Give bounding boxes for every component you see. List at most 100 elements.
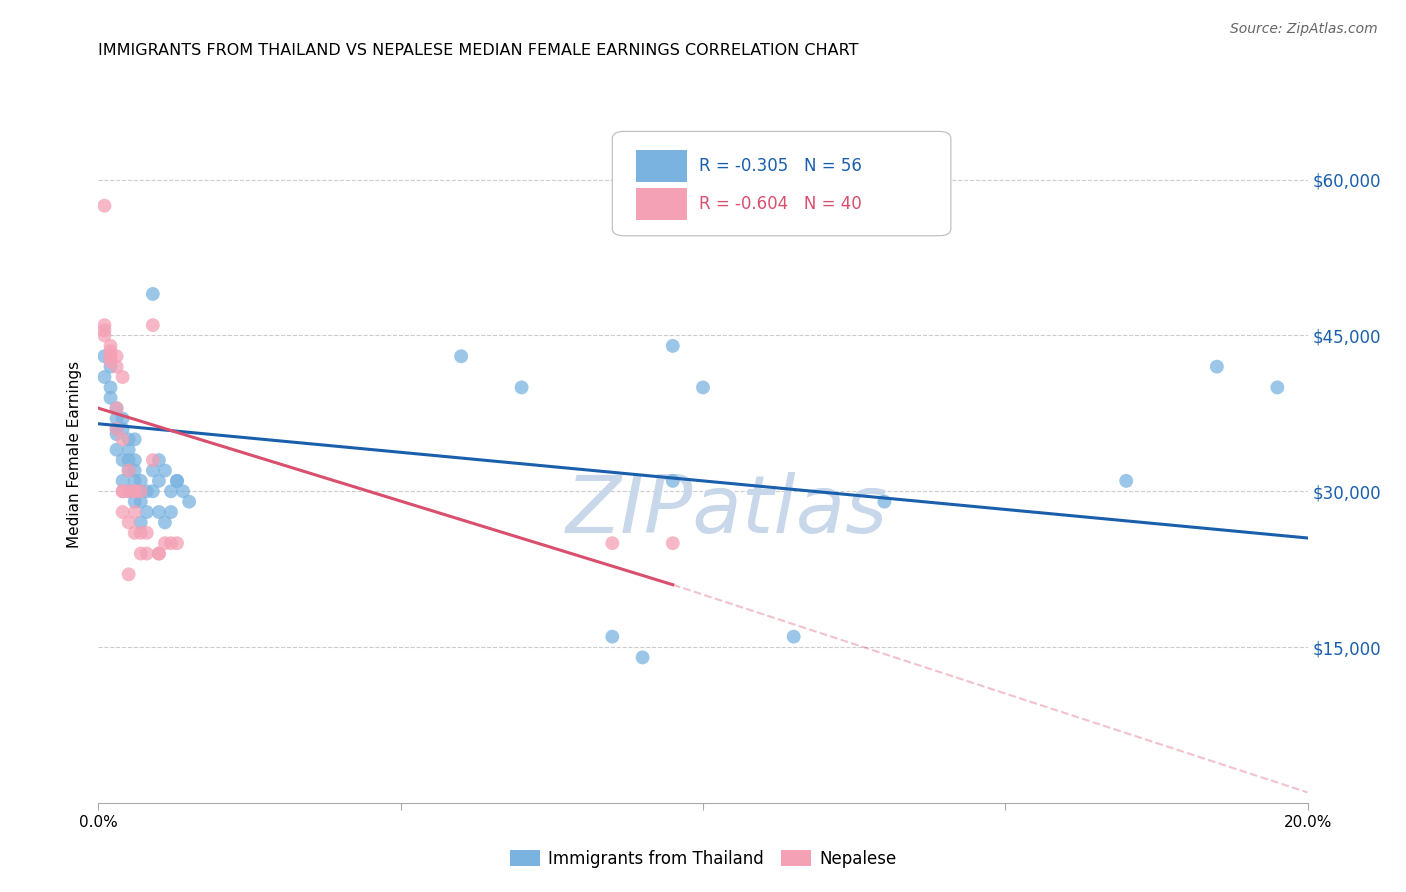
Point	[129, 484, 152, 499]
Point	[111, 505, 134, 519]
Text: ZIPatlas: ZIPatlas	[567, 472, 889, 549]
Point	[111, 484, 134, 499]
Point	[160, 484, 183, 499]
Point	[118, 433, 141, 447]
Point	[873, 494, 896, 508]
Point	[93, 318, 115, 332]
Point	[100, 380, 122, 394]
Point	[142, 463, 165, 477]
Point	[166, 536, 188, 550]
FancyBboxPatch shape	[637, 150, 688, 182]
Point	[105, 359, 128, 374]
Point	[100, 349, 122, 363]
Point	[111, 370, 134, 384]
Y-axis label: Median Female Earnings: Median Female Earnings	[67, 361, 83, 549]
Point	[129, 547, 152, 561]
Point	[100, 391, 122, 405]
Point	[100, 359, 122, 374]
Point	[111, 453, 134, 467]
Point	[510, 380, 533, 394]
Point	[153, 463, 176, 477]
Point	[105, 401, 128, 416]
Point	[662, 339, 685, 353]
Point	[124, 453, 146, 467]
Point	[692, 380, 714, 394]
Point	[118, 484, 141, 499]
Point	[142, 287, 165, 301]
Point	[148, 505, 170, 519]
FancyBboxPatch shape	[613, 131, 950, 235]
Point	[135, 484, 157, 499]
Point	[1206, 359, 1229, 374]
Point	[160, 505, 183, 519]
Point	[148, 547, 170, 561]
Point	[124, 494, 146, 508]
Point	[135, 525, 157, 540]
Point	[118, 516, 141, 530]
Point	[100, 354, 122, 368]
Point	[124, 484, 146, 499]
Text: R = -0.305   N = 56: R = -0.305 N = 56	[699, 157, 862, 175]
Point	[105, 411, 128, 425]
Legend: Immigrants from Thailand, Nepalese: Immigrants from Thailand, Nepalese	[503, 843, 903, 874]
Point	[450, 349, 472, 363]
Point	[602, 536, 624, 550]
Point	[129, 516, 152, 530]
Point	[100, 344, 122, 359]
Point	[129, 484, 152, 499]
Point	[148, 547, 170, 561]
Point	[153, 536, 176, 550]
Point	[118, 567, 141, 582]
Point	[179, 494, 201, 508]
Point	[100, 349, 122, 363]
Point	[124, 484, 146, 499]
Point	[93, 323, 115, 337]
Point	[129, 474, 152, 488]
Text: Source: ZipAtlas.com: Source: ZipAtlas.com	[1230, 22, 1378, 37]
Point	[118, 453, 141, 467]
Point	[129, 525, 152, 540]
Point	[166, 474, 188, 488]
Point	[118, 442, 141, 457]
Text: IMMIGRANTS FROM THAILAND VS NEPALESE MEDIAN FEMALE EARNINGS CORRELATION CHART: IMMIGRANTS FROM THAILAND VS NEPALESE MED…	[98, 43, 859, 58]
Point	[662, 536, 685, 550]
Point	[160, 536, 183, 550]
Point	[135, 505, 157, 519]
Point	[105, 422, 128, 436]
Point	[105, 442, 128, 457]
Point	[105, 349, 128, 363]
Point	[602, 630, 624, 644]
Point	[124, 433, 146, 447]
Point	[124, 505, 146, 519]
Point	[93, 199, 115, 213]
Point	[105, 401, 128, 416]
Point	[124, 463, 146, 477]
Point	[1267, 380, 1289, 394]
Point	[93, 328, 115, 343]
Point	[129, 494, 152, 508]
Point	[135, 547, 157, 561]
Point	[93, 349, 115, 363]
Point	[111, 474, 134, 488]
Point	[142, 318, 165, 332]
Point	[111, 422, 134, 436]
Point	[118, 463, 141, 477]
Point	[142, 453, 165, 467]
Point	[631, 650, 654, 665]
FancyBboxPatch shape	[637, 188, 688, 220]
Point	[118, 484, 141, 499]
Point	[1115, 474, 1137, 488]
Point	[118, 463, 141, 477]
Point	[105, 427, 128, 442]
Point	[111, 411, 134, 425]
Point	[93, 370, 115, 384]
Point	[148, 474, 170, 488]
Point	[153, 516, 176, 530]
Point	[124, 525, 146, 540]
Point	[172, 484, 194, 499]
Point	[105, 422, 128, 436]
Point	[166, 474, 188, 488]
Point	[124, 474, 146, 488]
Point	[783, 630, 806, 644]
Point	[111, 433, 134, 447]
